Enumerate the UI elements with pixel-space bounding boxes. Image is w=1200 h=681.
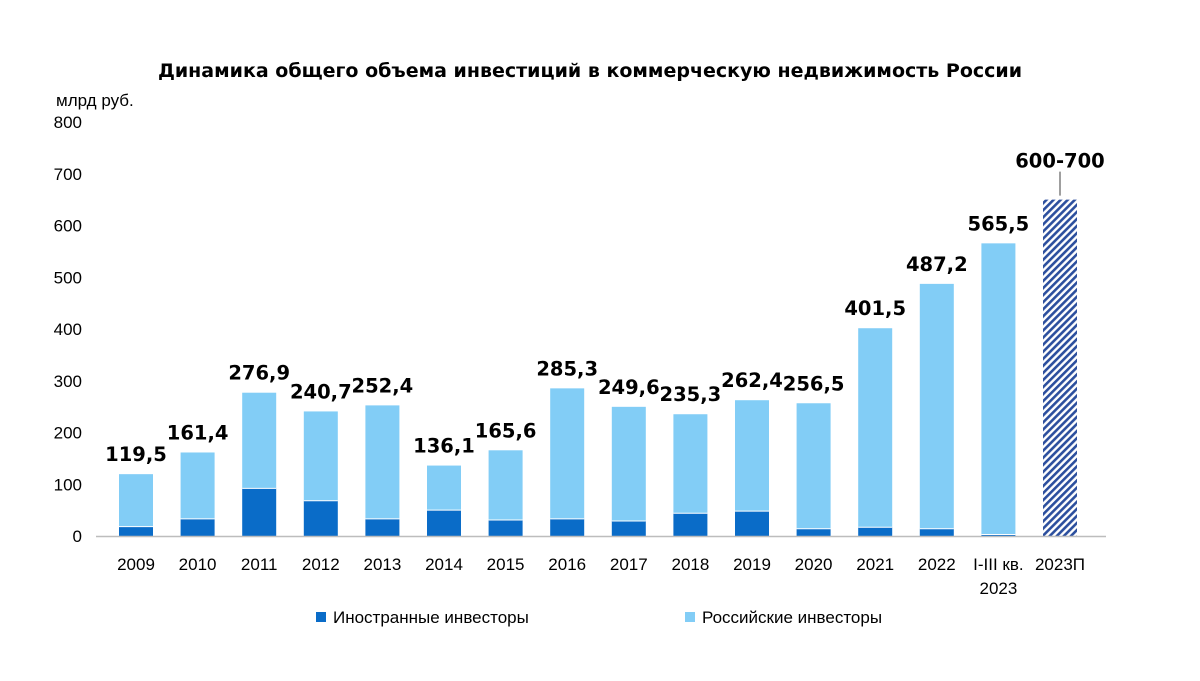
bar-foreign-segment (858, 527, 893, 536)
data-label: 401,5 (844, 297, 906, 320)
x-tick-label: 2022 (918, 555, 956, 574)
x-tick-label: 2013 (363, 555, 401, 574)
bar-foreign-segment (488, 519, 523, 536)
bar-russian-segment (180, 452, 215, 519)
bar-russian-segment (796, 403, 831, 529)
x-tick-label: 2023 (979, 579, 1017, 598)
y-tick-label: 0 (73, 527, 82, 546)
bar-foreign-segment (735, 511, 769, 536)
data-label: 165,6 (475, 419, 537, 442)
bar-russian-segment (858, 328, 893, 528)
x-tick-label: 2023П (1035, 555, 1085, 574)
x-tick-label: 2015 (487, 555, 525, 574)
y-tick-label: 200 (54, 424, 82, 443)
bar-foreign-segment (365, 518, 400, 536)
bar-russian-segment (550, 388, 585, 519)
bar-russian-segment (242, 392, 277, 489)
bar-russian-segment (735, 400, 769, 512)
x-tick-label: I-III кв. (973, 555, 1023, 574)
bar-foreign-segment (550, 518, 585, 536)
data-label: 235,3 (660, 383, 722, 406)
x-tick-label: 2017 (610, 555, 648, 574)
bar-forecast-2023 (1043, 199, 1077, 536)
y-tick-label: 600 (54, 217, 82, 236)
bar-foreign-segment (427, 510, 461, 536)
bar-foreign-segment (796, 528, 831, 536)
data-label: 600-700 (1015, 150, 1105, 173)
bar-russian-segment (303, 411, 338, 501)
legend: Иностранные инвесторы Российские инвестор… (316, 608, 882, 627)
legend-swatch-russian (685, 612, 695, 622)
bar-russian-segment (365, 405, 400, 519)
x-tick-label: 2018 (671, 555, 709, 574)
bar-russian-segment (488, 450, 523, 520)
bar-foreign-segment (303, 500, 338, 536)
data-label: 276,9 (228, 362, 290, 385)
bars-group (119, 171, 1077, 536)
y-tick-label: 800 (54, 113, 82, 132)
bar-russian-segment (611, 406, 646, 521)
bar-russian-segment (919, 283, 954, 529)
x-tick-label: 2021 (856, 555, 894, 574)
data-label: 487,2 (906, 253, 968, 276)
x-tick-label: 2014 (425, 555, 463, 574)
data-label: 161,4 (167, 421, 229, 444)
bar-russian-segment (981, 243, 1016, 535)
y-tick-label: 700 (54, 165, 82, 184)
x-tick-label: 2009 (117, 555, 155, 574)
legend-label-foreign: Иностранные инвесторы (333, 608, 529, 627)
x-tick-label: 2011 (241, 555, 278, 574)
bar-russian-segment (427, 465, 461, 511)
bar-foreign-segment (242, 488, 277, 536)
bar-foreign-segment (673, 513, 708, 536)
bar-foreign-segment (611, 520, 646, 536)
data-label: 119,5 (105, 443, 167, 466)
bar-foreign-segment (981, 534, 1016, 536)
x-tick-label: 2012 (302, 555, 340, 574)
bar-russian-segment (673, 414, 708, 514)
data-label: 136,1 (413, 435, 475, 458)
bar-russian-segment (119, 474, 153, 527)
x-tick-label: 2019 (733, 555, 771, 574)
bar-foreign-segment (919, 528, 954, 536)
y-tick-label: 300 (54, 372, 82, 391)
data-label: 262,4 (721, 369, 783, 392)
x-tick-label: 2010 (179, 555, 217, 574)
data-label: 240,7 (290, 380, 352, 403)
bar-foreign-segment (119, 526, 153, 536)
y-tick-label: 100 (54, 475, 82, 494)
x-tick-label: 2020 (795, 555, 833, 574)
y-axis-unit-label: млрд руб. (56, 91, 134, 110)
bar-foreign-segment (180, 518, 215, 536)
data-label: 249,6 (598, 376, 660, 399)
x-tick-label: 2016 (548, 555, 586, 574)
data-label: 285,3 (536, 357, 598, 380)
legend-label-russian: Российские инвесторы (702, 608, 882, 627)
x-axis-ticks: 2009 2010 2011 2012 2013 2014 2015 2016 2017 2018… (117, 555, 1085, 598)
data-label: 565,5 (968, 212, 1030, 235)
y-tick-label: 400 (54, 320, 82, 339)
data-label: 252,4 (352, 374, 414, 397)
y-tick-label: 500 (54, 268, 82, 287)
y-axis-ticks: 0 100 200 300 400 500 600 700 800 (54, 113, 82, 546)
data-label: 256,5 (783, 372, 845, 395)
legend-swatch-foreign (316, 612, 326, 622)
chart-title: Динамика общего объема инвестиций в комм… (158, 60, 1022, 82)
